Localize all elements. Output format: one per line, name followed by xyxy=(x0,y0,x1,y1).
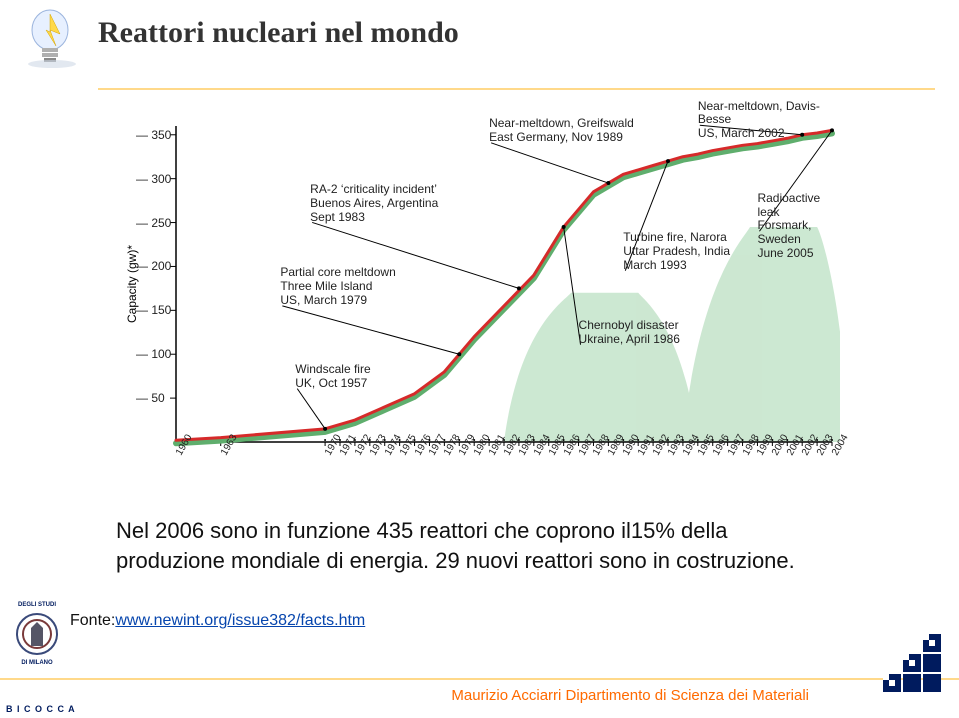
event-annotation: Windscale fireUK, Oct 1957 xyxy=(295,363,370,391)
source-prefix: Fonte: xyxy=(70,612,115,629)
page-title: Reattori nucleari nel mondo xyxy=(98,16,459,50)
slide: Reattori nucleari nel mondo Capacity (gw… xyxy=(0,0,959,718)
caption: Nel 2006 sono in funzione 435 reattori c… xyxy=(116,516,849,575)
svg-text:DI MILANO: DI MILANO xyxy=(21,660,53,666)
event-annotation: Partial core meltdownThree Mile IslandUS… xyxy=(280,266,395,307)
y-tick-label: — 350 xyxy=(136,128,171,142)
fractal-logo-icon xyxy=(883,634,941,692)
event-annotation: Chernobyl disasterUkraine, April 1986 xyxy=(579,319,680,347)
y-tick-label: — 50 xyxy=(136,391,165,405)
bicocca-label: B I C O C C A xyxy=(6,704,76,714)
header: Reattori nucleari nel mondo xyxy=(98,10,935,90)
y-tick-label: — 100 xyxy=(136,347,171,361)
y-tick-label: — 250 xyxy=(136,216,171,230)
footer-divider xyxy=(0,678,959,680)
source-link[interactable]: www.newint.org/issue382/facts.htm xyxy=(115,612,365,629)
footer-credit: Maurizio Acciarri Dipartimento di Scienz… xyxy=(451,687,809,704)
university-crest-icon: DEGLI STUDI DI MILANO xyxy=(14,598,60,668)
y-tick-label: — 300 xyxy=(136,172,171,186)
caption-line-2: produzione mondiale di energia. 29 nuovi… xyxy=(116,548,795,573)
event-annotation: Turbine fire, NaroraUttar Pradesh, India… xyxy=(623,231,730,272)
event-annotation: Near-meltdown, Davis-BesseUS, March 2002 xyxy=(698,100,840,141)
lightbulb-icon xyxy=(20,6,84,70)
crest-top: DEGLI STUDI xyxy=(18,602,56,608)
y-tick-label: — 200 xyxy=(136,259,171,273)
y-tick-label: — 150 xyxy=(136,303,171,317)
event-annotation: Radioactive leakForsmark, SwedenJune 200… xyxy=(757,192,840,261)
event-annotation: Near-meltdown, GreifswaldEast Germany, N… xyxy=(489,117,634,145)
caption-line-1: Nel 2006 sono in funzione 435 reattori c… xyxy=(116,518,728,543)
source-line: Fonte:www.newint.org/issue382/facts.htm xyxy=(70,612,365,630)
event-annotation: RA-2 ‘criticality incident’Buenos Aires,… xyxy=(310,183,438,224)
capacity-chart: Capacity (gw)* Windscale fireUK, Oct 195… xyxy=(120,100,840,480)
